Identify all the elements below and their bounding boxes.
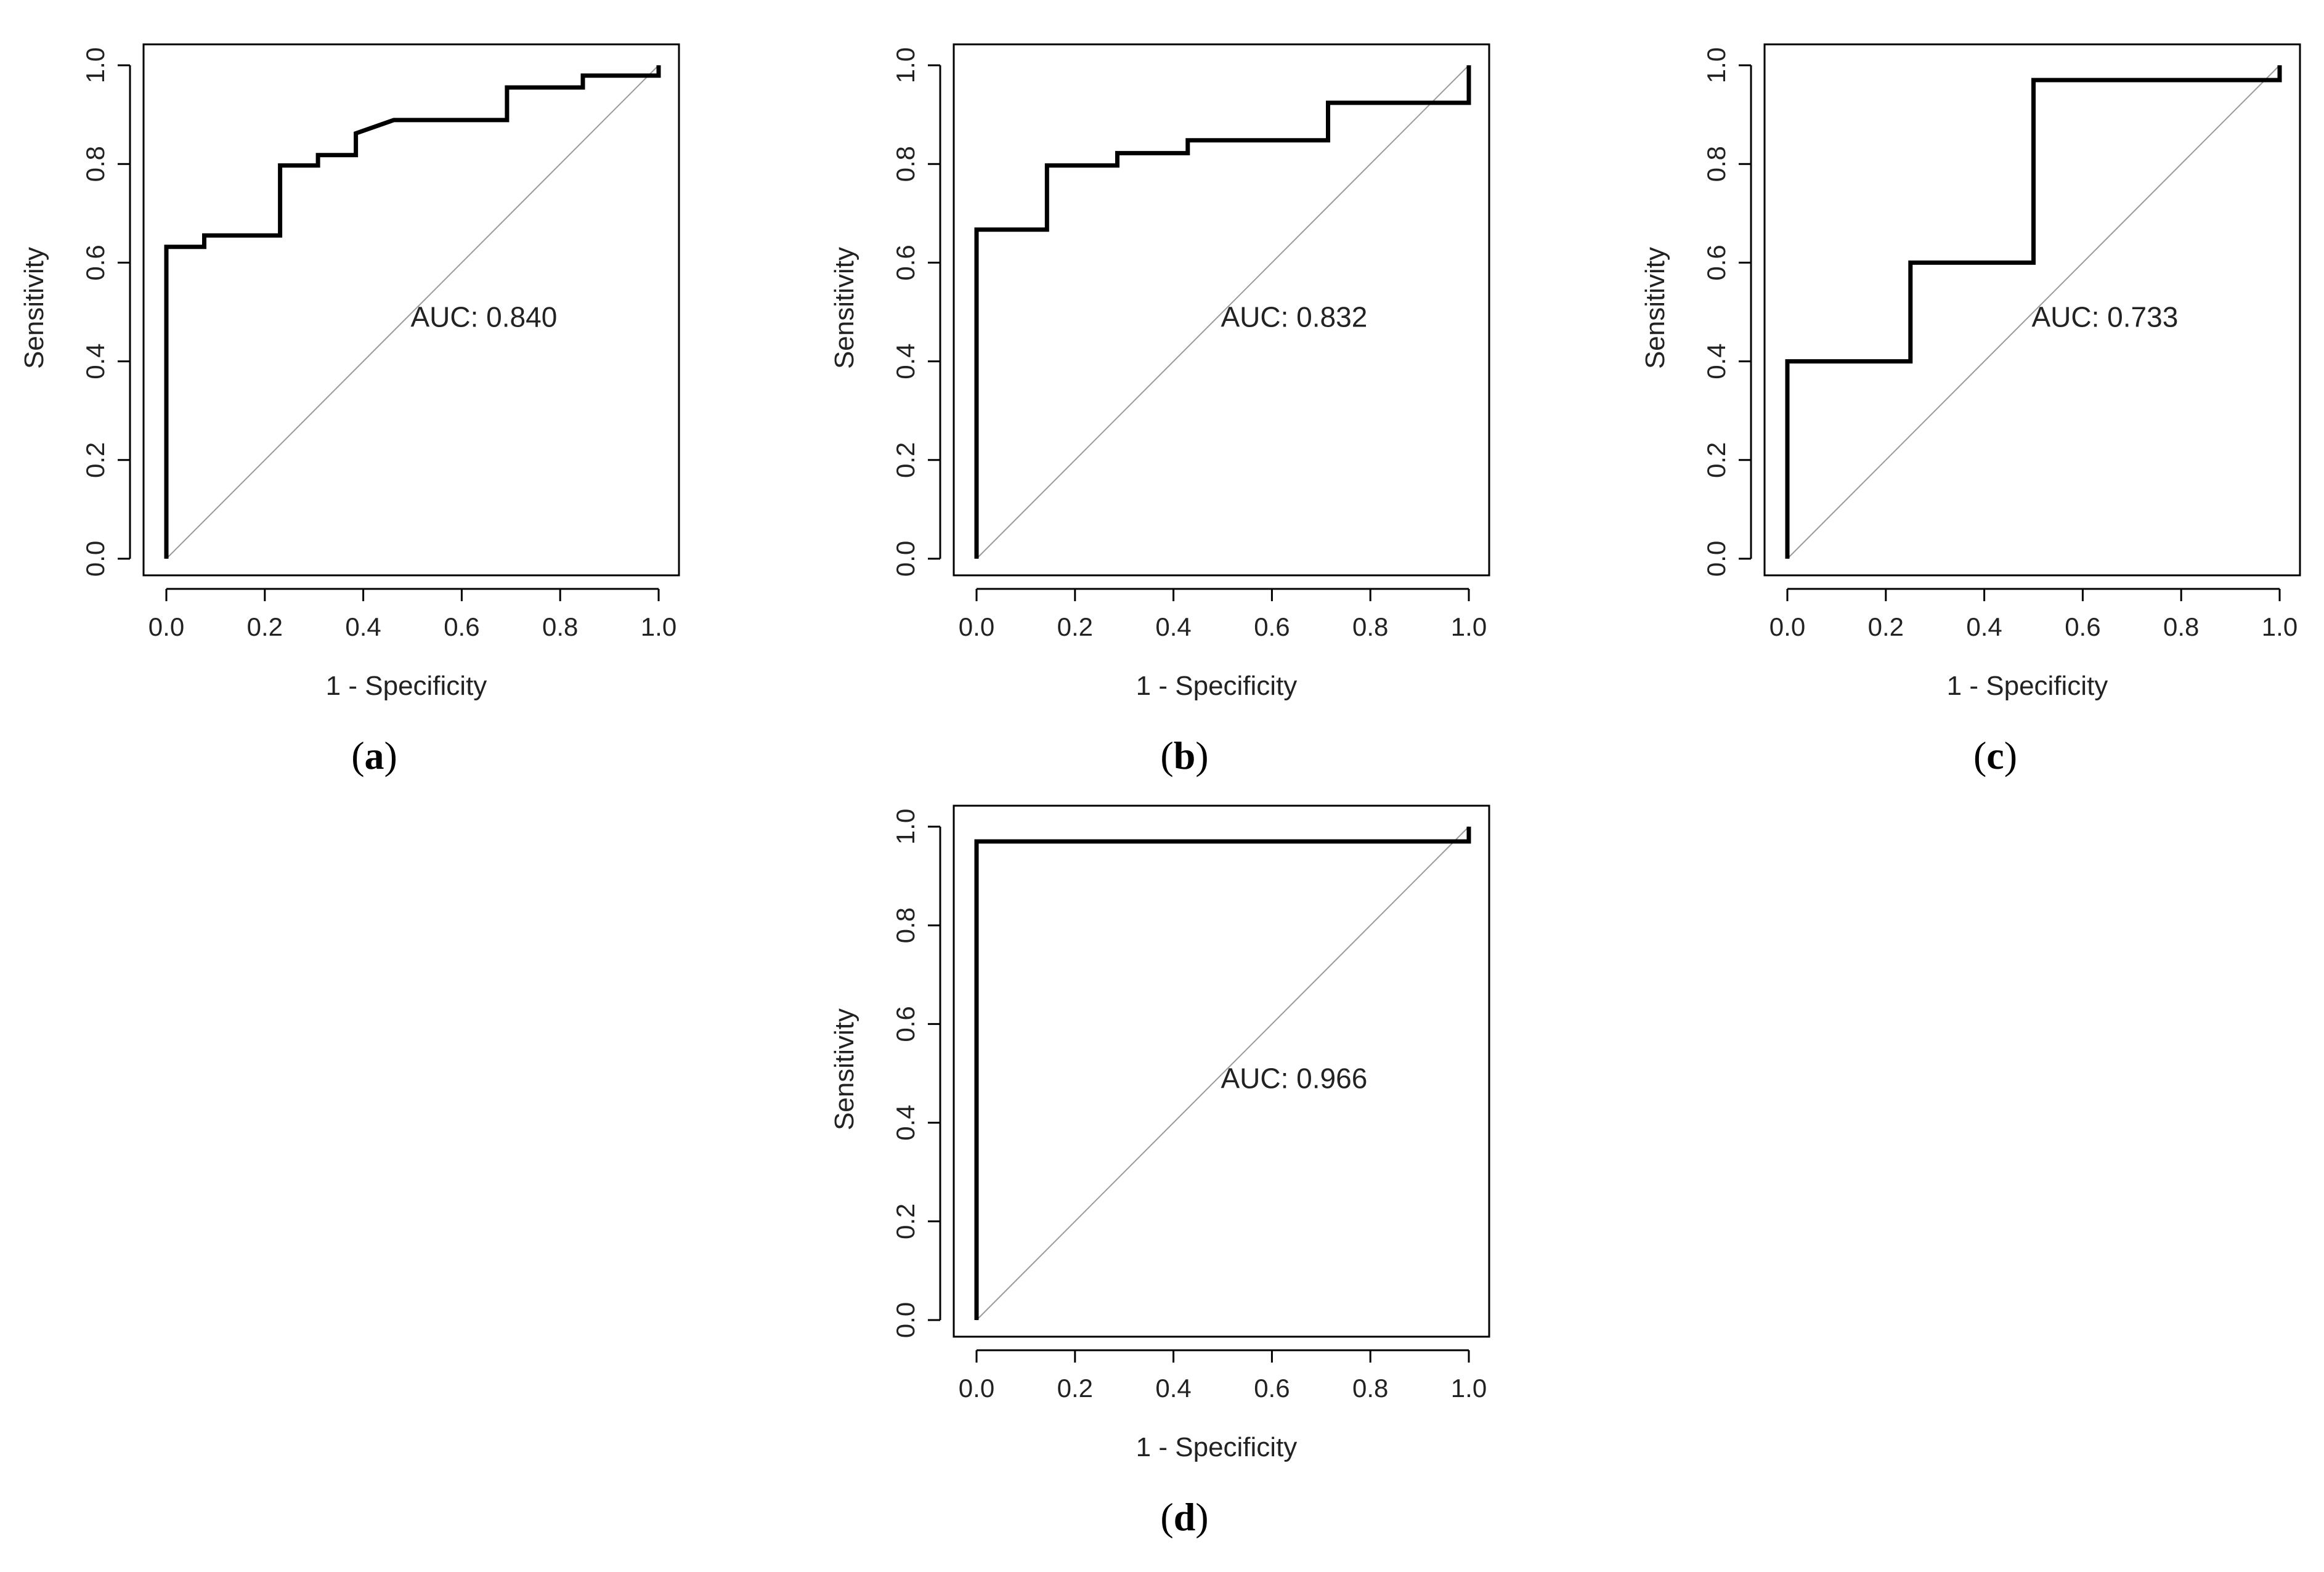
- roc-curve-line: [974, 827, 1471, 1320]
- x-tick-label: 0.6: [1254, 612, 1290, 641]
- y-tick-label: 0.2: [81, 442, 110, 478]
- plot-frame: [953, 804, 1490, 1338]
- x-tick-label: 0.8: [1352, 612, 1388, 641]
- y-tick-label: 0.2: [891, 1204, 920, 1239]
- plot-frame: [142, 43, 680, 577]
- x-tick-label: 0.8: [1352, 1374, 1388, 1403]
- y-tick-label: 1.0: [891, 47, 920, 83]
- auc-annotation: AUC: 0.733: [2032, 301, 2179, 333]
- y-tick-label: 0.8: [81, 146, 110, 182]
- y-tick-label: 0.0: [81, 541, 110, 577]
- x-axis-title: 1 - Specificity: [1947, 671, 2108, 701]
- y-tick-label: 0.6: [1702, 245, 1731, 280]
- y-tick-label: 1.0: [891, 809, 920, 845]
- x-tick-label: 0.6: [1254, 1374, 1290, 1403]
- auc-annotation: AUC: 0.840: [411, 301, 558, 333]
- roc-curve-line: [164, 65, 661, 559]
- x-tick-label: 0.4: [1155, 1374, 1191, 1403]
- reference-diagonal-line: [976, 65, 1469, 559]
- reference-diagonal-line: [166, 65, 659, 559]
- x-tick-label: 0.4: [345, 612, 381, 641]
- panel-label: (c): [1973, 734, 2017, 777]
- x-tick-label: 0.8: [2163, 612, 2199, 641]
- x-axis-title: 1 - Specificity: [1136, 671, 1298, 701]
- y-tick-label: 0.0: [891, 541, 920, 577]
- auc-annotation: AUC: 0.966: [1221, 1063, 1368, 1095]
- y-axis-title: Sensitivity: [19, 247, 49, 369]
- panel-label: (b): [1160, 734, 1208, 777]
- plot-frame: [1763, 43, 2301, 577]
- reference-diagonal-line: [1787, 65, 2280, 559]
- roc-panel-b: 0.0 0.2 0.4 0.6 0.8 1.0 0.0 0.2 0.4 0.6 0.8 1.0 1 - …: [829, 43, 1490, 777]
- y-tick-label: 0.2: [1702, 442, 1731, 478]
- roc-panel-c: 0.0 0.2 0.4 0.6 0.8 1.0 0.0 0.2 0.4 0.6 0.8 1.0 1 - …: [1640, 43, 2301, 777]
- x-tick-label: 0.4: [1155, 612, 1191, 641]
- roc-curve-line: [974, 65, 1471, 559]
- panel-label: (d): [1160, 1495, 1208, 1539]
- y-axis-title: Sensitivity: [829, 247, 859, 369]
- y-tick-label: 0.4: [891, 1104, 920, 1140]
- x-tick-label: 0.4: [1966, 612, 2002, 641]
- y-tick-label: 0.0: [1702, 541, 1731, 577]
- y-tick-label: 0.8: [1702, 146, 1731, 182]
- x-tick-label: 1.0: [1451, 1374, 1487, 1403]
- x-tick-label: 0.2: [1868, 612, 1904, 641]
- y-tick-label: 1.0: [81, 47, 110, 83]
- x-axis-title: 1 - Specificity: [326, 671, 487, 701]
- plot-frame: [953, 43, 1490, 577]
- x-tick-label: 0.2: [1057, 612, 1093, 641]
- y-tick-label: 0.6: [891, 1006, 920, 1042]
- y-tick-label: 1.0: [1702, 47, 1731, 83]
- y-tick-label: 0.8: [891, 146, 920, 182]
- y-tick-label: 0.4: [1702, 343, 1731, 379]
- y-tick-label: 0.6: [891, 245, 920, 280]
- x-tick-label: 0.0: [148, 612, 184, 641]
- reference-diagonal-line: [976, 826, 1469, 1321]
- y-tick-label: 0.6: [81, 245, 110, 280]
- x-tick-label: 0.2: [1057, 1374, 1093, 1403]
- x-tick-label: 1.0: [641, 612, 676, 641]
- y-tick-label: 0.8: [891, 907, 920, 943]
- x-tick-label: 1.0: [2262, 612, 2298, 641]
- x-tick-label: 0.0: [959, 1374, 994, 1403]
- roc-curve-line: [1785, 65, 2282, 559]
- y-tick-label: 0.0: [891, 1302, 920, 1338]
- y-tick-label: 0.4: [891, 343, 920, 379]
- y-tick-label: 0.2: [891, 442, 920, 478]
- x-tick-label: 0.6: [444, 612, 479, 641]
- x-axis-title: 1 - Specificity: [1136, 1432, 1298, 1462]
- y-axis-title: Sensitivity: [1640, 247, 1670, 369]
- auc-annotation: AUC: 0.832: [1221, 301, 1368, 333]
- x-tick-label: 0.0: [1769, 612, 1805, 641]
- roc-panel-a: 0.0 0.2 0.4 0.6 0.8 1.0 0.0 0.2 0.4 0.6 0.8 1.0 1 - …: [19, 43, 680, 777]
- y-tick-label: 0.4: [81, 343, 110, 379]
- x-tick-label: 1.0: [1451, 612, 1487, 641]
- x-tick-label: 0.6: [2065, 612, 2100, 641]
- x-tick-label: 0.8: [542, 612, 578, 641]
- x-tick-label: 0.2: [247, 612, 283, 641]
- panel-label: (a): [351, 734, 397, 777]
- y-axis-title: Sensitivity: [829, 1008, 859, 1130]
- roc-panel-d: 0.0 0.2 0.4 0.6 0.8 1.0 0.0 0.2 0.4 0.6 0.8 1.0 1 - …: [829, 804, 1490, 1539]
- x-tick-label: 0.0: [959, 612, 994, 641]
